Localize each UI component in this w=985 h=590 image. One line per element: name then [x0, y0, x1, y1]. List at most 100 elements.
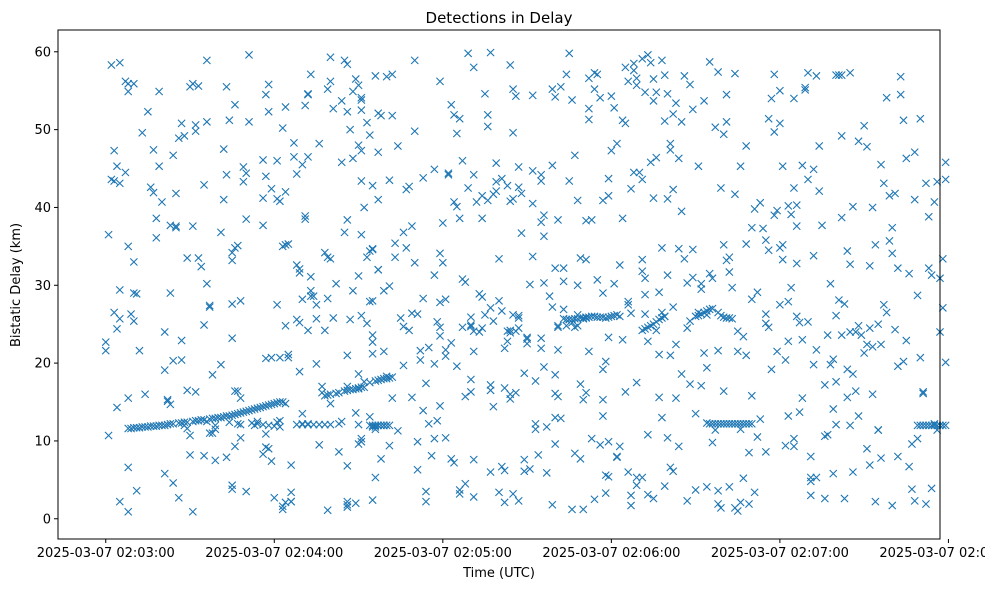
data-point-marker: [200, 451, 209, 460]
data-point-marker: [534, 450, 543, 459]
data-point-marker: [627, 184, 636, 193]
data-point-marker: [916, 421, 925, 430]
data-point-marker: [551, 264, 560, 273]
data-point-marker: [840, 299, 849, 308]
data-point-marker: [573, 281, 582, 290]
data-point-marker: [775, 119, 784, 128]
data-point-marker: [228, 334, 237, 343]
data-point-marker: [652, 153, 661, 162]
data-point-marker: [202, 56, 211, 65]
data-point-marker: [312, 300, 321, 309]
data-point-marker: [919, 389, 928, 398]
data-point-marker: [725, 419, 734, 428]
data-point-marker: [702, 310, 711, 319]
data-point-marker: [267, 184, 276, 193]
data-point-marker: [160, 366, 169, 375]
data-point-marker: [601, 489, 610, 498]
data-point-marker: [823, 331, 832, 340]
data-point-marker: [436, 331, 445, 340]
data-point-marker: [298, 419, 307, 428]
data-point-marker: [548, 303, 557, 312]
data-point-marker: [655, 288, 664, 297]
data-point-marker: [688, 245, 697, 254]
data-point-marker: [598, 412, 607, 421]
data-point-marker: [351, 408, 360, 417]
data-point-marker: [447, 454, 456, 463]
data-point-marker: [716, 184, 725, 192]
data-point-marker: [657, 308, 666, 317]
data-point-marker: [879, 300, 888, 309]
data-point-marker: [916, 353, 925, 362]
data-point-marker: [705, 269, 714, 278]
data-point-marker: [413, 465, 422, 474]
data-point-marker: [211, 425, 220, 434]
data-point-marker: [596, 93, 605, 102]
data-point-marker: [893, 452, 902, 461]
data-point-marker: [851, 327, 860, 336]
data-point-marker: [629, 66, 638, 75]
x-axis-label: Time (UTC): [462, 566, 535, 581]
data-point-marker: [789, 434, 798, 443]
data-point-marker: [559, 305, 568, 314]
data-point-marker: [753, 288, 762, 297]
data-point-marker: [910, 195, 919, 204]
data-point-marker: [157, 198, 166, 206]
data-point-marker: [141, 390, 150, 399]
data-point-marker: [323, 85, 332, 94]
data-point-marker: [641, 274, 650, 283]
data-point-marker: [882, 93, 891, 102]
data-point-marker: [714, 346, 723, 355]
data-point-marker: [177, 356, 186, 364]
data-point-marker: [528, 252, 537, 261]
data-point-marker: [598, 313, 607, 322]
data-point-marker: [553, 215, 562, 224]
data-point-marker: [660, 117, 669, 126]
data-point-marker: [643, 430, 652, 439]
data-point-marker: [447, 338, 456, 347]
data-point-marker: [228, 481, 237, 490]
data-point-marker: [169, 151, 178, 160]
data-point-marker: [188, 222, 197, 231]
data-point-marker: [166, 419, 175, 428]
data-point-marker: [604, 333, 613, 342]
data-point-marker: [548, 161, 557, 170]
data-point-marker: [531, 377, 540, 385]
data-point-marker: [379, 347, 388, 356]
data-point-marker: [722, 117, 731, 126]
data-point-marker: [374, 265, 383, 274]
data-point-marker: [329, 104, 338, 113]
data-point-marker: [371, 422, 380, 431]
data-point-marker: [815, 141, 824, 150]
data-point-marker: [657, 413, 666, 422]
data-point-marker: [281, 321, 290, 330]
data-point-marker: [169, 478, 178, 487]
data-point-marker: [205, 429, 214, 438]
data-point-marker: [129, 317, 138, 326]
data-point-marker: [374, 195, 383, 204]
data-point-marker: [191, 127, 200, 136]
data-point-marker: [343, 60, 352, 69]
data-point-marker: [742, 351, 751, 360]
data-point-marker: [357, 146, 366, 155]
data-point-marker: [781, 441, 790, 450]
data-point-marker: [354, 271, 363, 280]
data-point-marker: [511, 92, 520, 101]
data-point-marker: [615, 312, 624, 321]
data-point-marker: [138, 422, 147, 431]
data-point-marker: [789, 94, 798, 103]
data-point-marker: [430, 271, 439, 280]
data-point-marker: [132, 289, 141, 298]
data-point-marker: [444, 170, 453, 179]
data-point-marker: [357, 106, 366, 115]
data-point-marker: [548, 85, 557, 94]
data-point-marker: [857, 331, 866, 340]
data-point-marker: [829, 469, 838, 478]
data-point-marker: [607, 146, 616, 155]
data-point-marker: [660, 482, 669, 491]
data-point-marker: [436, 249, 445, 258]
data-point-marker: [761, 310, 770, 319]
data-point-marker: [326, 420, 335, 429]
data-point-marker: [649, 75, 658, 84]
data-point-marker: [902, 336, 911, 345]
data-point-marker: [865, 261, 874, 270]
